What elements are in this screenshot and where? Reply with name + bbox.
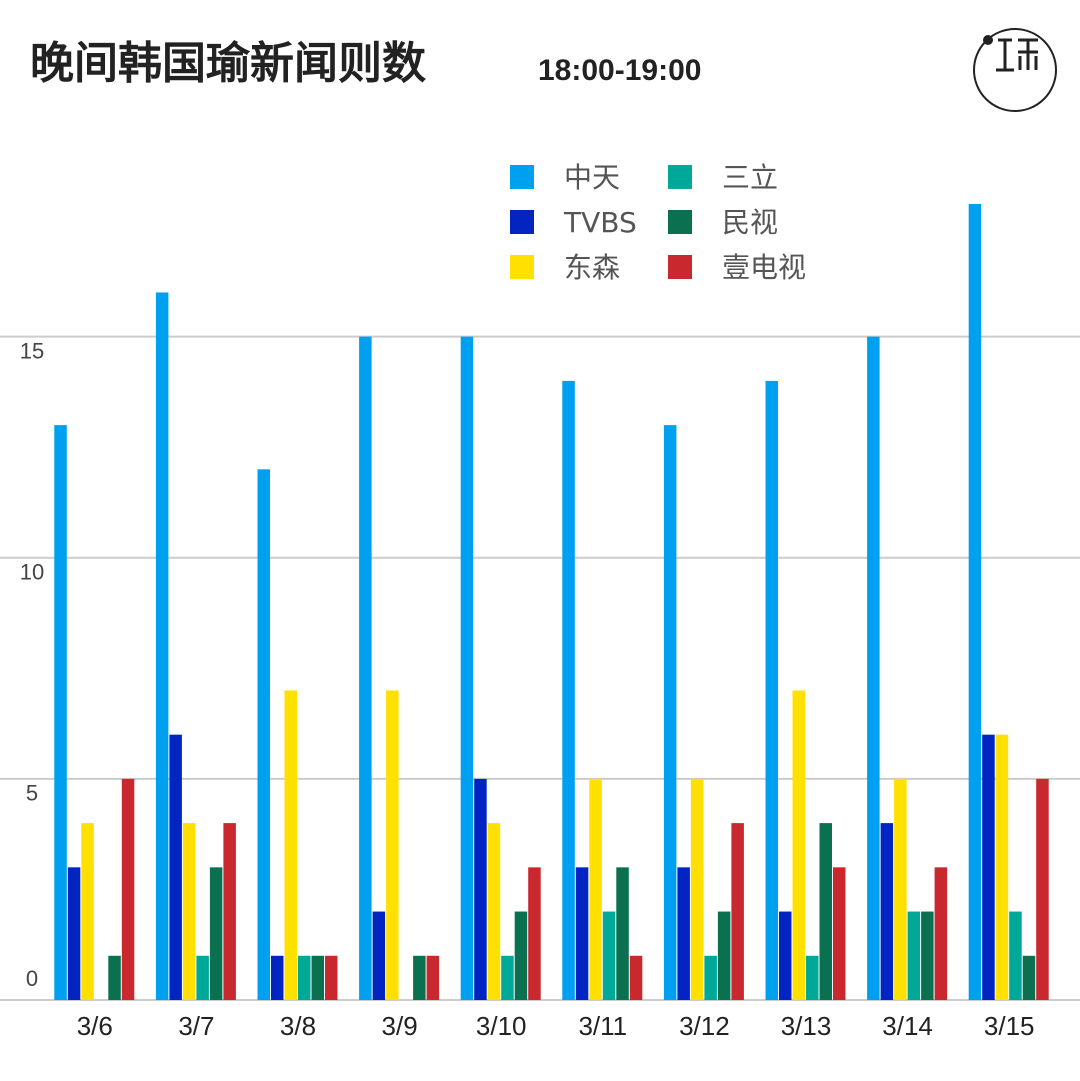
bar: [108, 955, 121, 1000]
x-tick-label: 3/15: [984, 1011, 1035, 1041]
legend-swatch: [510, 210, 534, 234]
bar: [677, 867, 690, 1000]
bar: [867, 336, 880, 1001]
bar: [765, 380, 778, 1000]
y-tick-label: 5: [26, 781, 38, 806]
bar: [372, 911, 386, 1000]
bar: [982, 734, 995, 1000]
bar: [182, 823, 196, 1000]
x-tick-label: 3/10: [476, 1011, 527, 1041]
bar: [386, 690, 399, 1000]
x-tick-label: 3/12: [679, 1011, 730, 1041]
bar: [528, 867, 541, 1000]
bar: [589, 778, 602, 1000]
bar: [284, 690, 297, 1000]
chart-subtitle: 18:00-19:00: [538, 54, 701, 87]
x-tick-label: 3/7: [178, 1011, 214, 1041]
y-tick-label: 0: [26, 966, 38, 991]
bar: [67, 867, 81, 1000]
x-tick-label: 3/13: [781, 1011, 832, 1041]
bar: [223, 823, 236, 1000]
bar: [155, 292, 169, 1000]
bar: [196, 955, 209, 1000]
bar: [311, 955, 324, 1000]
bar: [833, 867, 846, 1000]
bar: [690, 778, 704, 1000]
chart-title: 晚间韩国瑜新闻则数: [30, 38, 426, 89]
bar: [1036, 778, 1049, 1000]
bar: [257, 469, 270, 1000]
bar: [880, 823, 894, 1000]
legend-label: 东森: [564, 251, 620, 284]
y-tick-label: 10: [20, 560, 44, 585]
bar: [907, 911, 921, 1000]
bar: [629, 955, 643, 1000]
bar: [121, 778, 135, 1000]
x-tick-label: 3/9: [382, 1011, 418, 1041]
bar: [54, 425, 67, 1001]
bar: [460, 336, 474, 1001]
bar: [413, 955, 426, 1000]
bar: [575, 867, 589, 1000]
y-tick-label: 15: [20, 338, 44, 363]
bar: [616, 867, 629, 1000]
legend-swatch: [510, 165, 534, 189]
x-tick-label: 3/11: [578, 1011, 627, 1041]
legend-swatch: [510, 255, 534, 279]
legend-swatch: [668, 210, 692, 234]
legend-label: 民视: [722, 206, 778, 239]
bar: [717, 911, 731, 1000]
bar: [501, 955, 514, 1000]
bar: [1022, 955, 1036, 1000]
bar: [779, 911, 792, 1000]
x-tick-label: 3/14: [882, 1011, 933, 1041]
x-tick-label: 3/6: [77, 1011, 113, 1041]
bar: [1009, 911, 1022, 1000]
bar: [663, 425, 677, 1001]
legend-label: TVBS: [563, 206, 637, 239]
bar: [806, 955, 819, 1000]
bar: [474, 778, 487, 1000]
bar: [995, 734, 1009, 1000]
bar: [514, 911, 528, 1000]
legend-label: 三立: [722, 161, 778, 194]
legend-swatch: [668, 255, 692, 279]
x-tick-label: 3/8: [280, 1011, 316, 1041]
bar: [731, 823, 744, 1000]
bar: [81, 823, 94, 1000]
bar: [271, 955, 284, 1000]
bar: [819, 823, 832, 1000]
bar: [325, 955, 338, 1000]
bar: [704, 955, 717, 1000]
bar: [602, 911, 616, 1000]
bar: [968, 204, 982, 1000]
bar: [792, 690, 805, 1000]
bar: [359, 336, 372, 1001]
bar: [921, 911, 934, 1000]
bar: [562, 380, 575, 1000]
bar: [169, 734, 182, 1000]
legend-label: 壹电视: [722, 251, 806, 284]
bar: [426, 955, 440, 1000]
bar: [894, 778, 907, 1000]
logo: [973, 28, 1057, 112]
bar: [934, 867, 948, 1000]
bar: [298, 955, 311, 1000]
bar: [209, 867, 223, 1000]
legend-label: 中天: [564, 161, 620, 194]
bar: [487, 823, 501, 1000]
legend-swatch: [668, 165, 692, 189]
